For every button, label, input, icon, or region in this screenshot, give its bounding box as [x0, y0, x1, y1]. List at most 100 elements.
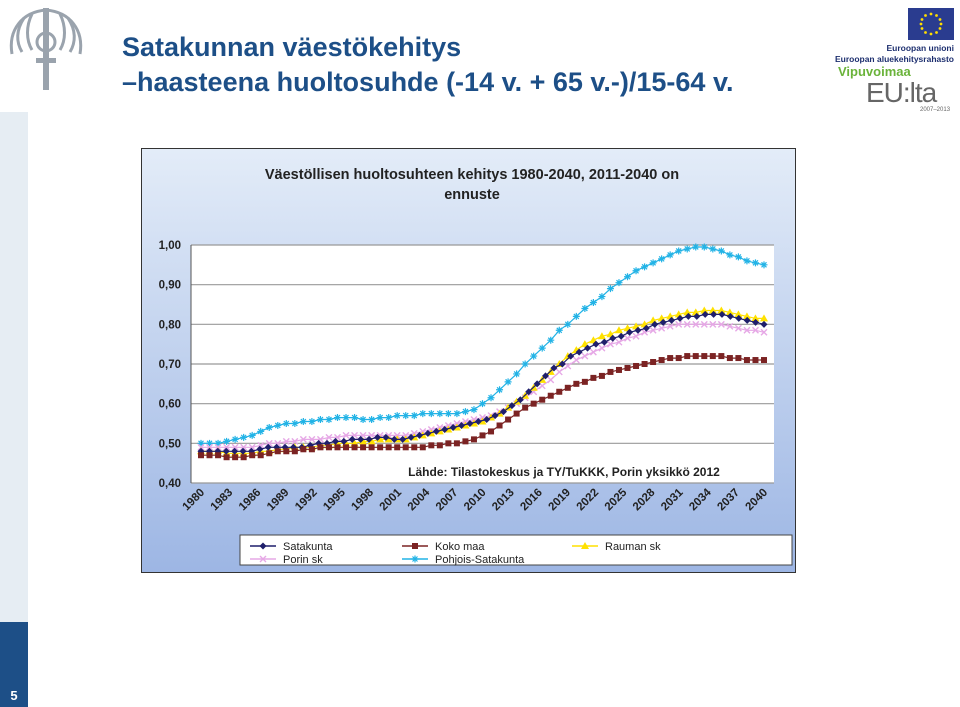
data-point [428, 442, 435, 449]
data-point [584, 344, 592, 352]
data-point [598, 293, 606, 301]
chart-title-line-1: Väestöllisen huoltosuhteen kehitys 1980-… [265, 167, 679, 183]
data-point [256, 445, 264, 453]
data-point [649, 259, 657, 267]
data-point [667, 355, 674, 362]
data-point [609, 334, 617, 342]
y-tick-label: 0,70 [159, 359, 181, 371]
data-point [206, 452, 213, 459]
data-point [415, 431, 423, 439]
data-point [726, 251, 734, 259]
euita-text: EU:lta [866, 77, 937, 108]
data-point [419, 410, 427, 418]
data-point [257, 452, 264, 459]
data-point [641, 361, 648, 367]
data-point [474, 418, 482, 426]
data-point [513, 410, 520, 417]
data-point [390, 435, 398, 443]
data-point [240, 454, 247, 461]
data-point [742, 312, 751, 320]
data-point [487, 394, 495, 402]
y-tick-label: 1,00 [159, 240, 181, 252]
data-point [624, 273, 632, 281]
title-line-2: –haasteena huoltosuhde (-14 v. + 65 v.-)… [122, 67, 734, 97]
data-point [436, 410, 444, 418]
data-point [683, 245, 691, 253]
data-point [751, 326, 759, 334]
data-point [325, 416, 333, 424]
data-point [760, 261, 768, 269]
data-point [615, 338, 623, 346]
data-point [710, 310, 718, 318]
data-point [734, 253, 742, 261]
series-pohjois-satakunta [197, 243, 768, 447]
data-point [547, 376, 555, 384]
data-point [331, 437, 339, 445]
data-point [743, 357, 750, 364]
data-point [597, 332, 606, 340]
data-point [581, 304, 589, 312]
data-point [453, 410, 461, 418]
data-point [530, 352, 538, 360]
data-point [214, 439, 222, 447]
data-point [479, 432, 486, 439]
slide-title: Satakunnan väestökehitys –haasteena huol… [122, 30, 733, 100]
data-point [735, 314, 743, 322]
data-point [282, 437, 290, 445]
data-point [516, 396, 524, 404]
data-point [692, 243, 700, 251]
data-point [606, 340, 614, 348]
data-point [684, 353, 691, 360]
data-point [725, 308, 734, 316]
data-point [333, 414, 341, 422]
y-tick-label: 0,80 [159, 319, 181, 331]
data-point [556, 388, 563, 395]
data-point [709, 353, 716, 360]
eu-union-text: Euroopan unioni [886, 43, 954, 53]
data-point [325, 433, 333, 441]
data-point [564, 320, 572, 328]
eu-years-text: 2007–2013 [920, 107, 951, 113]
data-point [385, 444, 392, 451]
data-point [717, 247, 725, 255]
data-point [359, 437, 368, 445]
data-point [615, 279, 623, 287]
data-point [257, 427, 265, 435]
data-point [607, 368, 614, 375]
data-point [340, 437, 348, 445]
data-point [432, 427, 440, 435]
data-point [348, 435, 356, 443]
title-line-1: Satakunnan väestökehitys [122, 32, 462, 62]
data-point [342, 431, 350, 439]
data-point [436, 442, 443, 449]
data-point [751, 259, 759, 267]
data-point [589, 299, 597, 307]
y-tick-label: 0,50 [159, 438, 181, 450]
data-point [626, 328, 634, 336]
data-point [572, 312, 580, 320]
data-point [573, 380, 580, 387]
data-point [377, 444, 384, 451]
data-point [265, 423, 273, 431]
data-point [675, 247, 683, 255]
data-point [249, 452, 256, 459]
legend-label: Rauman sk [605, 541, 661, 553]
data-point [334, 444, 341, 451]
data-point [274, 448, 281, 455]
data-point [291, 437, 299, 445]
data-point [240, 433, 248, 441]
data-point [726, 322, 734, 330]
data-point [316, 416, 324, 424]
data-point [407, 433, 415, 441]
data-point [675, 355, 682, 362]
data-point [231, 447, 239, 455]
data-point [650, 359, 657, 366]
data-point [453, 440, 460, 447]
data-point [668, 316, 676, 324]
data-point [215, 452, 222, 459]
chart-title-line-2: ennuste [444, 187, 500, 203]
data-point [735, 355, 742, 362]
data-point [308, 435, 316, 443]
data-point [461, 408, 469, 416]
legend-entry: Porin sk [250, 554, 323, 566]
